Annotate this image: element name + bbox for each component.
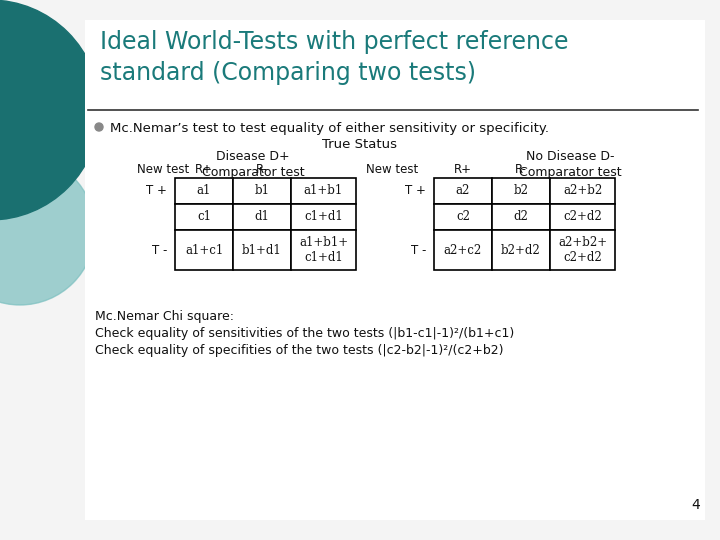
Text: T +: T + [146, 185, 167, 198]
Text: T +: T + [405, 185, 426, 198]
Text: b2: b2 [513, 185, 528, 198]
Text: b2+d2: b2+d2 [501, 244, 541, 256]
Bar [233, 204, 291, 230]
Text: T -: T - [410, 244, 426, 256]
Text: b1+d1: b1+d1 [242, 244, 282, 256]
Bar [434, 230, 492, 270]
Text: T -: T - [152, 244, 167, 256]
Circle shape [95, 123, 103, 131]
Text: New test: New test [366, 163, 418, 176]
Bar [434, 204, 492, 230]
Text: Mc.Nemar Chi square:: Mc.Nemar Chi square: [95, 310, 234, 323]
Bar [434, 178, 492, 204]
Text: New test: New test [137, 163, 189, 176]
Bar [492, 178, 550, 204]
Text: a1: a1 [197, 185, 211, 198]
Bar [492, 204, 550, 230]
Bar [291, 178, 356, 204]
Text: a1+b1+
c1+d1: a1+b1+ c1+d1 [299, 236, 348, 264]
Text: a2+c2: a2+c2 [444, 244, 482, 256]
Text: a2+b2: a2+b2 [563, 185, 602, 198]
Bar [175, 178, 233, 204]
Text: R+: R+ [195, 163, 213, 176]
Bar [233, 230, 291, 270]
Text: 4: 4 [691, 498, 700, 512]
Text: True Status: True Status [323, 138, 397, 151]
Text: Check equality of sensitivities of the two tests (|b1-c1|-1)²/(b1+c1): Check equality of sensitivities of the t… [95, 327, 514, 340]
Circle shape [0, 155, 95, 305]
Text: a1+b1: a1+b1 [304, 185, 343, 198]
Circle shape [0, 0, 100, 220]
Bar [492, 230, 550, 270]
Text: R-: R- [256, 163, 268, 176]
Text: d2: d2 [513, 211, 528, 224]
Text: Check equality of specifities of the two tests (|c2-b2|-1)²/(c2+b2): Check equality of specifities of the two… [95, 344, 503, 357]
Bar [550, 178, 615, 204]
Text: b1: b1 [254, 185, 269, 198]
Text: Ideal World-Tests with perfect reference
standard (Comparing two tests): Ideal World-Tests with perfect reference… [100, 30, 569, 85]
Text: Disease D+
Comparator test: Disease D+ Comparator test [202, 150, 305, 179]
Text: a1+c1: a1+c1 [185, 244, 223, 256]
Text: c2: c2 [456, 211, 470, 224]
Text: c1: c1 [197, 211, 211, 224]
Bar [291, 204, 356, 230]
Text: c1+d1: c1+d1 [304, 211, 343, 224]
Bar [175, 230, 233, 270]
Bar [233, 178, 291, 204]
Bar [175, 204, 233, 230]
Text: No Disease D-
Comparator test: No Disease D- Comparator test [518, 150, 621, 179]
Text: R-: R- [515, 163, 527, 176]
Text: c2+d2: c2+d2 [563, 211, 602, 224]
Bar [550, 230, 615, 270]
Text: R+: R+ [454, 163, 472, 176]
Text: a2+b2+
c2+d2: a2+b2+ c2+d2 [558, 236, 607, 264]
Bar [550, 204, 615, 230]
Text: a2: a2 [456, 185, 470, 198]
Text: Mc.Nemar’s test to test equality of either sensitivity or specificity.: Mc.Nemar’s test to test equality of eith… [110, 122, 549, 135]
Bar [291, 230, 356, 270]
Text: d1: d1 [255, 211, 269, 224]
FancyBboxPatch shape [85, 20, 705, 520]
